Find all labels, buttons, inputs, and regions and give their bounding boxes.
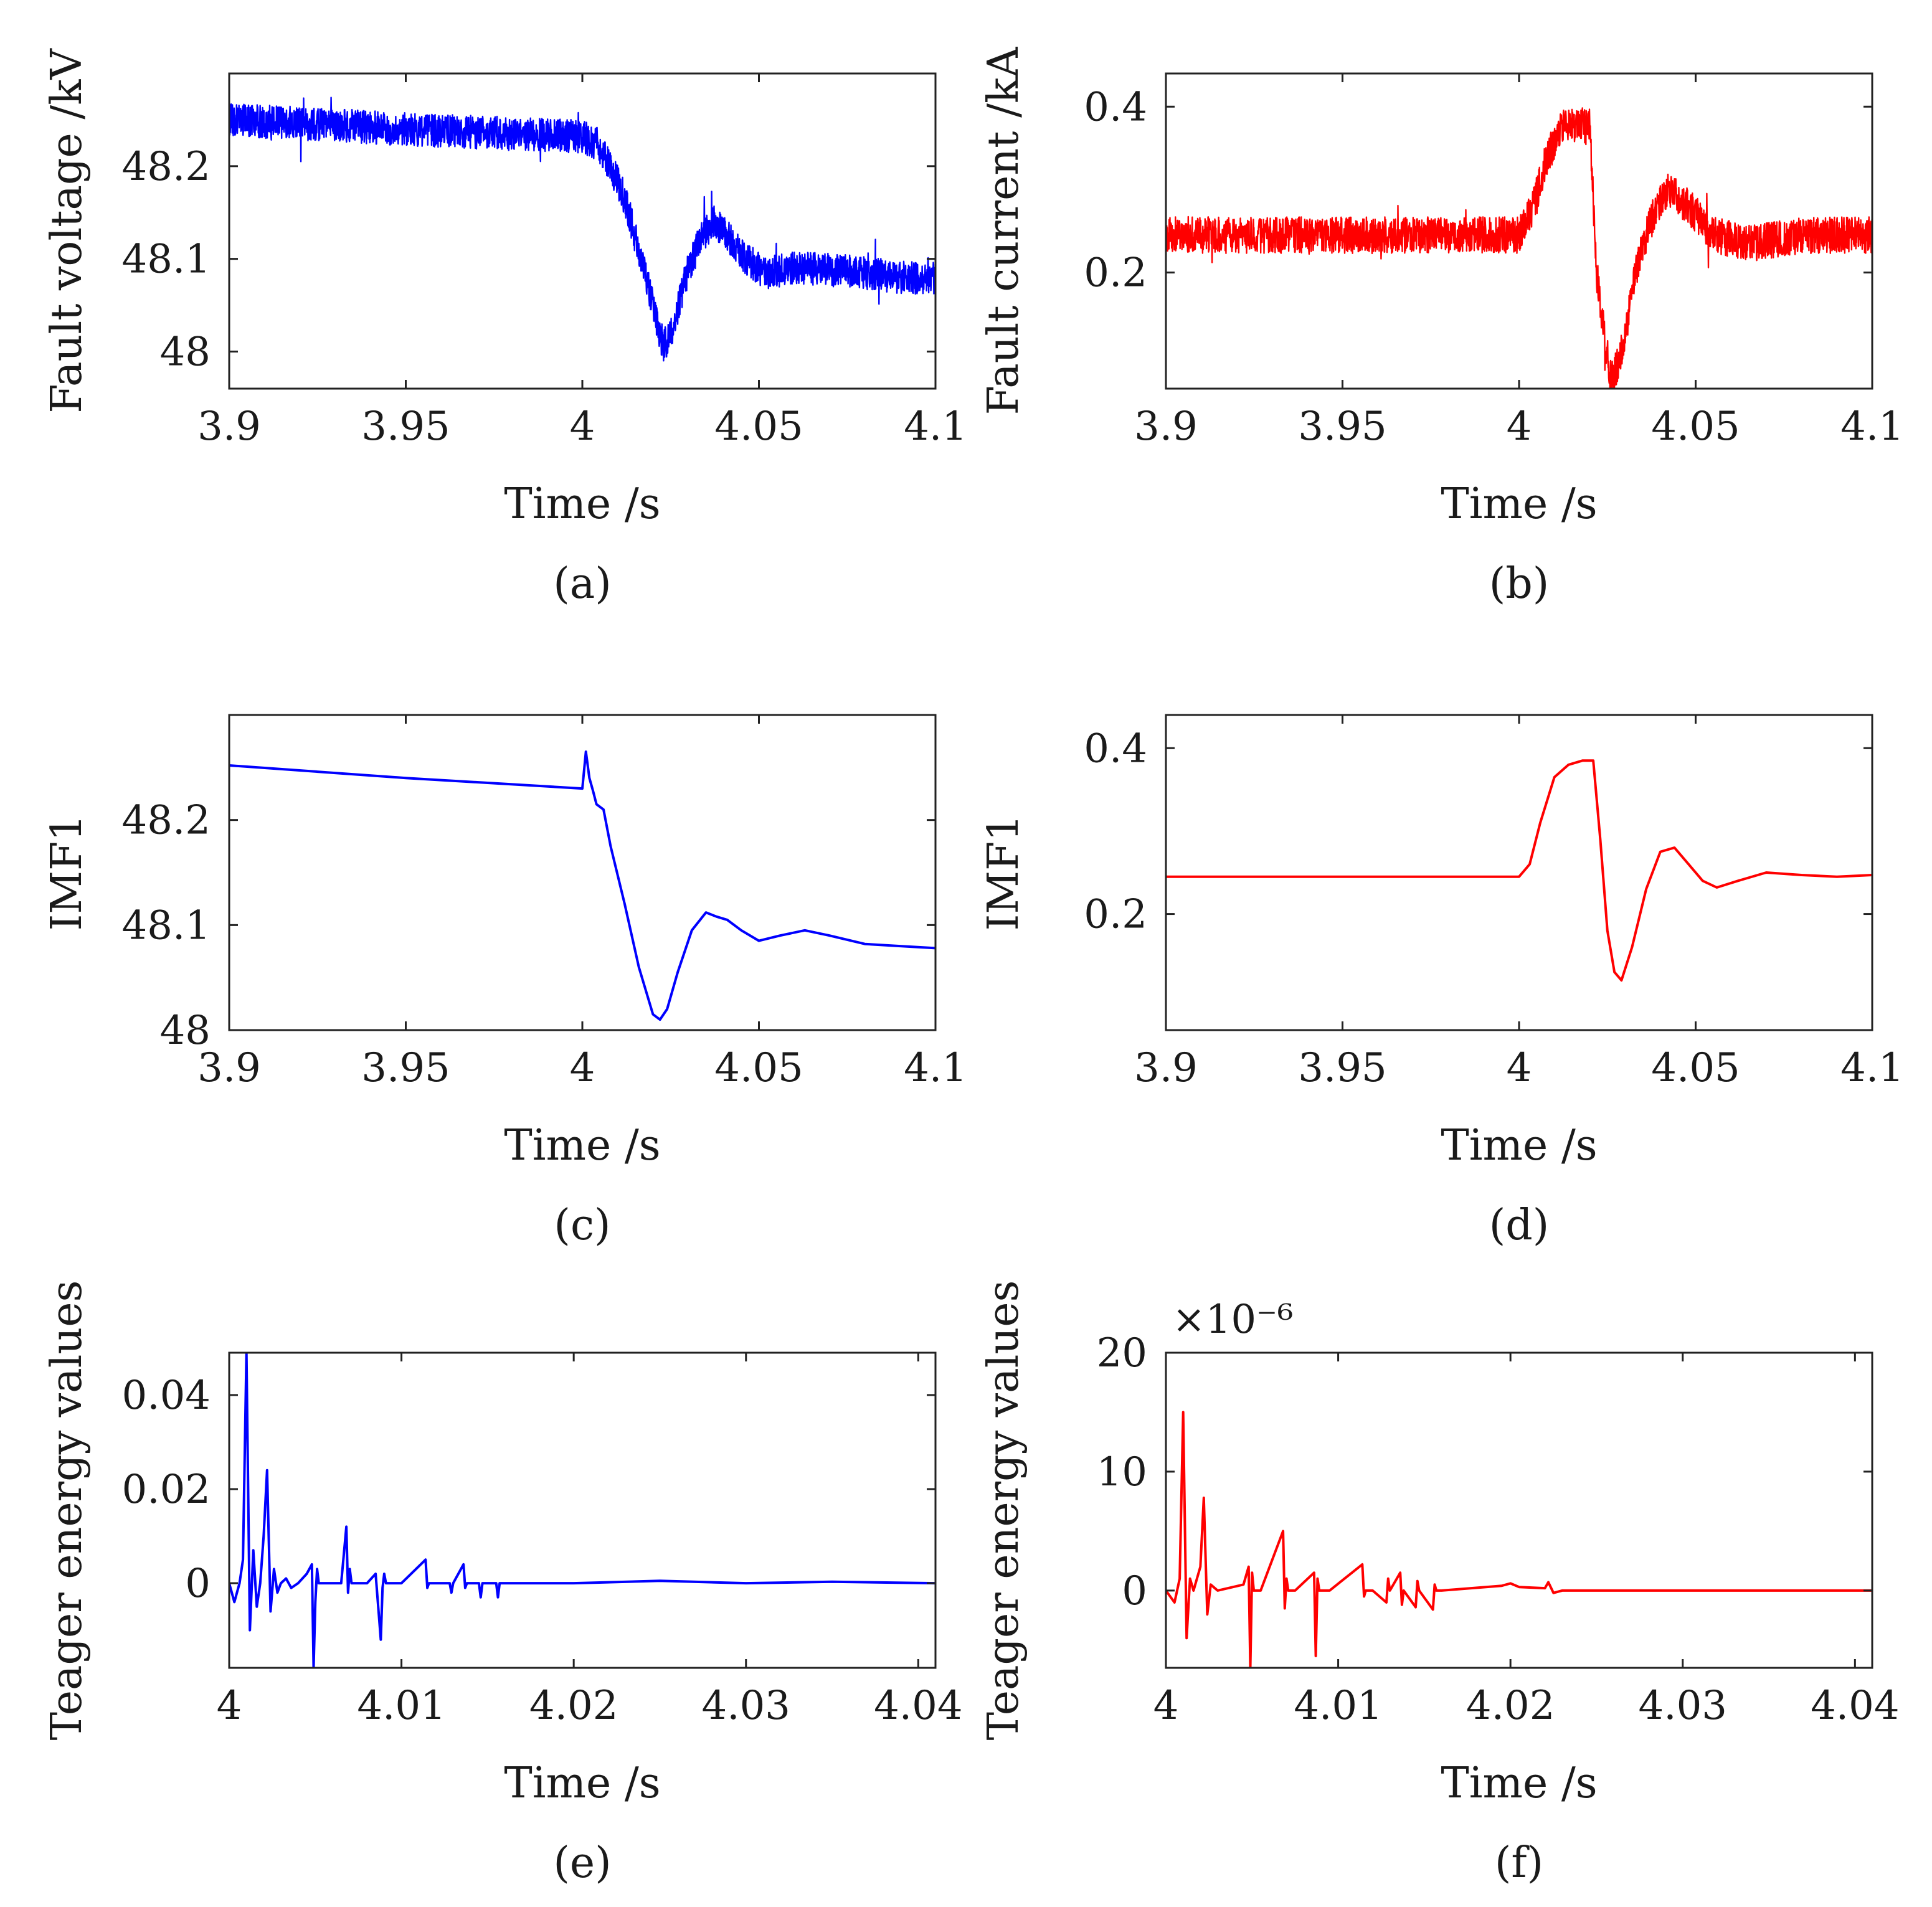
y-tick-label: 0 xyxy=(185,1561,211,1607)
x-tick-label: 4.1 xyxy=(1840,404,1904,450)
x-axis-label: Time /s xyxy=(1441,480,1597,529)
plot-frame xyxy=(228,714,937,1031)
y-axis-label: Teager energy values xyxy=(979,1280,1028,1741)
x-tick-label: 4.03 xyxy=(1639,1683,1728,1729)
y-tick-label: 0.04 xyxy=(122,1373,211,1419)
x-tick-label: 3.95 xyxy=(1298,1045,1387,1091)
x-axis-label: Time /s xyxy=(504,1121,660,1170)
y-axis-label: IMF1 xyxy=(979,815,1028,931)
x-tick-label: 4.03 xyxy=(702,1683,791,1729)
x-tick-label: 3.9 xyxy=(197,404,261,450)
x-tick-label: 4.05 xyxy=(714,404,803,450)
y-tick-label: 0.2 xyxy=(1084,892,1147,938)
y-tick-label: 0 xyxy=(1122,1568,1147,1614)
plot-frame xyxy=(228,1351,937,1669)
series-line-b xyxy=(1166,107,1872,389)
x-tick-label: 4.05 xyxy=(1651,1045,1740,1091)
panel-caption: (f) xyxy=(1495,1838,1543,1888)
panel-caption: (e) xyxy=(553,1838,611,1888)
series-e-0 xyxy=(229,1353,935,1668)
chart-panel-d: 3.9 3.95 4 4.05 4.1 0.2 0.4 Time /s IMF1 (d) xyxy=(979,714,1904,1250)
chart-panel-a: 3.9 3.95 4 4.05 4.1 48 48.1 48.2 Time /s Fault vo… xyxy=(42,48,967,608)
x-tick-label: 4.02 xyxy=(529,1683,618,1729)
y-tick-label: 20 xyxy=(1097,1330,1147,1376)
x-tick-label: 4 xyxy=(1153,1683,1179,1729)
x-tick-label: 4.01 xyxy=(357,1683,446,1729)
series-d-0 xyxy=(1166,759,1872,982)
panel-caption: (a) xyxy=(553,559,612,608)
x-tick-label: 3.95 xyxy=(361,404,450,450)
y-tick-label: 48.1 xyxy=(122,902,211,949)
y-tick-label: 0.02 xyxy=(122,1467,211,1513)
x-tick-label: 3.95 xyxy=(361,1045,450,1091)
series-f-0 xyxy=(1166,1411,1872,1668)
y-tick-label: 0.2 xyxy=(1084,250,1147,296)
series-line-f xyxy=(1166,1411,1872,1668)
chart-panel-f: 4 4.01 4.02 4.03 4.04 0 10 20 Time /s Teager ener… xyxy=(979,1280,1900,1888)
series-line-d xyxy=(1166,759,1872,982)
x-tick-label: 4 xyxy=(1507,1045,1532,1091)
y-tick-label: 0.4 xyxy=(1084,84,1147,130)
panel-caption: (d) xyxy=(1489,1201,1550,1250)
x-tick-label: 4.04 xyxy=(874,1683,963,1729)
y-axis-label: Fault voltage /kV xyxy=(42,48,92,414)
series-c-0 xyxy=(229,750,935,1021)
y-tick-label: 48.1 xyxy=(122,237,211,283)
x-tick-label: 4.1 xyxy=(904,1045,967,1091)
y-tick-label: 0.4 xyxy=(1084,726,1147,772)
panel-caption: (b) xyxy=(1489,559,1550,608)
series-line-a xyxy=(229,97,935,362)
x-tick-label: 4.05 xyxy=(714,1045,803,1091)
y-axis-label: Fault current /kA xyxy=(979,47,1028,415)
series-line-e xyxy=(229,1353,935,1668)
x-axis-label: Time /s xyxy=(504,480,660,529)
y-tick-label: 48.2 xyxy=(122,798,211,844)
x-tick-label: 4.01 xyxy=(1294,1683,1383,1729)
x-axis-label: Time /s xyxy=(1441,1759,1597,1808)
chart-panel-b: 3.9 3.95 4 4.05 4.1 0.2 0.4 Time /s Fault curren… xyxy=(979,47,1904,608)
y-tick-label: 48.2 xyxy=(122,144,211,190)
axis-multiplier: ×10⁻⁶ xyxy=(1172,1297,1294,1343)
x-tick-label: 4.02 xyxy=(1466,1683,1555,1729)
x-axis-label: Time /s xyxy=(504,1759,660,1808)
plot-frame xyxy=(1165,1351,1873,1669)
chart-panel-e: 4 4.01 4.02 4.03 4.04 0 0.02 0.04 Time /s Teager … xyxy=(42,1280,963,1888)
x-tick-label: 4.04 xyxy=(1811,1683,1900,1729)
x-tick-label: 4.1 xyxy=(904,404,967,450)
x-tick-label: 4 xyxy=(570,1045,595,1091)
y-axis-label: IMF1 xyxy=(42,815,92,931)
x-tick-label: 4 xyxy=(1507,404,1532,450)
x-tick-label: 4 xyxy=(217,1683,242,1729)
y-tick-label: 48 xyxy=(160,1008,211,1054)
series-b-0 xyxy=(1166,107,1872,389)
x-tick-label: 3.95 xyxy=(1298,404,1387,450)
y-axis-label: Teager energy values xyxy=(42,1280,92,1741)
chart-panel-c: 3.9 3.95 4 4.05 4.1 48 48.1 48.2 Time /s IMF1 (c) xyxy=(42,714,967,1250)
y-tick-label: 48 xyxy=(160,329,211,375)
x-axis-label: Time /s xyxy=(1441,1121,1597,1170)
x-tick-label: 3.9 xyxy=(1134,1045,1198,1091)
x-tick-label: 3.9 xyxy=(1134,404,1198,450)
y-tick-label: 10 xyxy=(1097,1449,1147,1495)
series-a-0 xyxy=(229,97,935,362)
x-tick-label: 4.05 xyxy=(1651,404,1740,450)
series-line-c xyxy=(229,750,935,1021)
x-tick-label: 4.1 xyxy=(1840,1045,1904,1091)
x-tick-label: 4 xyxy=(570,404,595,450)
panel-caption: (c) xyxy=(554,1201,610,1250)
x-tick-label: 3.9 xyxy=(197,1045,261,1091)
